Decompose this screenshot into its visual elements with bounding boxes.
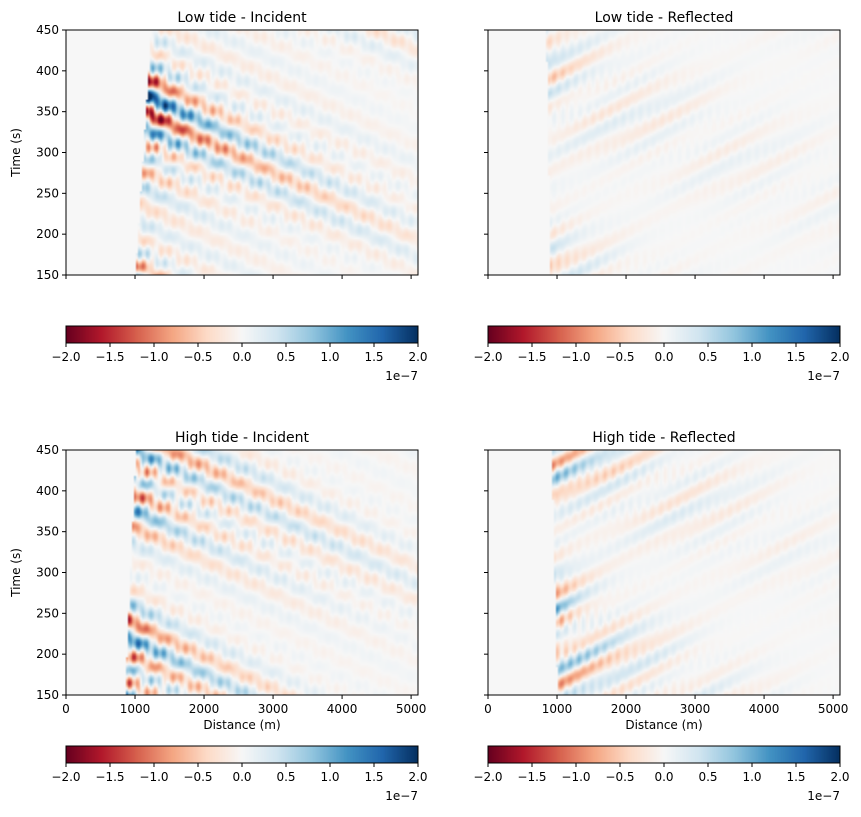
y-tick-label: 450 <box>36 443 59 457</box>
x-tick-label: 4000 <box>327 702 358 716</box>
colorbar-tick-label: −1.5 <box>517 350 546 364</box>
y-tick-label: 400 <box>36 64 59 78</box>
colorbar-tick-label: 1.5 <box>364 350 383 364</box>
subplot-4: High tide - Reflected 0 1000 2000 3000 4000 50… <box>473 430 849 803</box>
colorbar-tick-label: 0.0 <box>654 350 673 364</box>
x-tick-label: 0 <box>484 702 492 716</box>
colorbar-scale-label: 1e−7 <box>807 789 840 803</box>
y-tick-label: 250 <box>36 606 59 620</box>
x-tick-label: 4000 <box>749 702 780 716</box>
y-tick-label: 200 <box>36 647 59 661</box>
y-tick-label: 300 <box>36 566 59 580</box>
colorbar-tick-label: −2.0 <box>51 350 80 364</box>
colorbar-tick-label: 1.0 <box>742 350 761 364</box>
colorbar-gradient <box>488 746 840 763</box>
y-tick-label: 150 <box>36 688 59 702</box>
x-tick-label: 1000 <box>120 702 151 716</box>
colorbar-scale-label: 1e−7 <box>385 369 418 383</box>
colorbar-tick-label: −2.0 <box>473 350 502 364</box>
colorbar-tick-label: 0.5 <box>276 350 295 364</box>
y-tick-label: 200 <box>36 227 59 241</box>
y-tick-label: 300 <box>36 146 59 160</box>
y-tick-label: 350 <box>36 105 59 119</box>
heatmap-image <box>66 30 418 275</box>
colorbar-scale-label: 1e−7 <box>385 789 418 803</box>
subplot-3: High tide - Incident 0 1000 2000 3000 4000 500… <box>9 430 428 803</box>
x-axis-label: Distance (m) <box>625 718 702 732</box>
colorbar-tick-label: 1.5 <box>786 770 805 784</box>
colorbar-tick-label: −0.5 <box>605 770 634 784</box>
colorbar-tick-label: 0.0 <box>232 770 251 784</box>
y-tick-label: 350 <box>36 525 59 539</box>
colorbar-tick-label: 0.0 <box>232 350 251 364</box>
x-tick-label: 2000 <box>611 702 642 716</box>
colorbar-tick-label: −1.5 <box>95 770 124 784</box>
x-tick-label: 1000 <box>542 702 573 716</box>
colorbar-tick-label: 1.5 <box>364 770 383 784</box>
colorbar-tick-label: −0.5 <box>183 350 212 364</box>
heatmap-image <box>488 450 840 695</box>
x-tick-label: 5000 <box>396 702 427 716</box>
colorbar-gradient <box>66 746 418 763</box>
colorbar: −2.0 −1.5 −1.0 −0.5 0.0 0.5 1.0 1.5 2.0 1e−7 <box>51 745 428 803</box>
colorbar-gradient <box>488 326 840 343</box>
colorbar-tick-label: −2.0 <box>51 770 80 784</box>
colorbar-tick-label: −1.0 <box>561 350 590 364</box>
colorbar-tick-label: −1.0 <box>561 770 590 784</box>
colorbar-tick-label: −1.5 <box>95 350 124 364</box>
y-axis-label: Time (s) <box>9 548 23 598</box>
x-tick-label: 3000 <box>258 702 289 716</box>
colorbar-tick-label: 1.0 <box>742 770 761 784</box>
panel-title: High tide - Reflected <box>592 430 735 446</box>
x-tick-label: 5000 <box>818 702 849 716</box>
y-tick-label: 400 <box>36 484 59 498</box>
subplot-2: Low tide - Reflected −2.0 −1.5 −1.0 −0.5 0.0 0… <box>473 10 849 383</box>
panel-title: Low tide - Incident <box>177 10 307 26</box>
colorbar-tick-label: −1.5 <box>517 770 546 784</box>
heatmap-image <box>488 30 840 275</box>
y-tick-label: 150 <box>36 268 59 282</box>
y-tick-label: 450 <box>36 23 59 37</box>
colorbar-tick-label: 1.0 <box>320 770 339 784</box>
colorbar: −2.0 −1.5 −1.0 −0.5 0.0 0.5 1.0 1.5 2.0 1e−7 <box>51 325 428 383</box>
colorbar: −2.0 −1.5 −1.0 −0.5 0.0 0.5 1.0 1.5 2.0 1e−7 <box>473 325 850 383</box>
colorbar-tick-label: 2.0 <box>408 350 427 364</box>
colorbar-tick-label: −2.0 <box>473 770 502 784</box>
heatmap-image <box>66 450 418 695</box>
colorbar-scale-label: 1e−7 <box>807 369 840 383</box>
colorbar-tick-label: 2.0 <box>830 350 849 364</box>
x-tick-label: 3000 <box>680 702 711 716</box>
x-tick-label: 0 <box>62 702 70 716</box>
panel-title: Low tide - Reflected <box>595 10 734 26</box>
panel-title: High tide - Incident <box>175 430 309 446</box>
subplot-1: Low tide - Incident 150 200 250 300 350 400 450… <box>9 10 428 383</box>
colorbar-tick-label: 2.0 <box>830 770 849 784</box>
colorbar-gradient <box>66 326 418 343</box>
colorbar-tick-label: −1.0 <box>139 350 168 364</box>
y-axis-label: Time (s) <box>9 128 23 178</box>
x-axis-label: Distance (m) <box>203 718 280 732</box>
colorbar-tick-label: 1.0 <box>320 350 339 364</box>
y-tick-label: 250 <box>36 186 59 200</box>
colorbar: −2.0 −1.5 −1.0 −0.5 0.0 0.5 1.0 1.5 2.0 1e−7 <box>473 745 850 803</box>
colorbar-tick-label: 1.5 <box>786 350 805 364</box>
colorbar-tick-label: 2.0 <box>408 770 427 784</box>
colorbar-tick-label: 0.0 <box>654 770 673 784</box>
x-tick-label: 2000 <box>189 702 220 716</box>
colorbar-tick-label: 0.5 <box>276 770 295 784</box>
colorbar-tick-label: −0.5 <box>183 770 212 784</box>
colorbar-tick-label: 0.5 <box>698 350 717 364</box>
colorbar-tick-label: −0.5 <box>605 350 634 364</box>
colorbar-tick-label: 0.5 <box>698 770 717 784</box>
colorbar-tick-label: −1.0 <box>139 770 168 784</box>
